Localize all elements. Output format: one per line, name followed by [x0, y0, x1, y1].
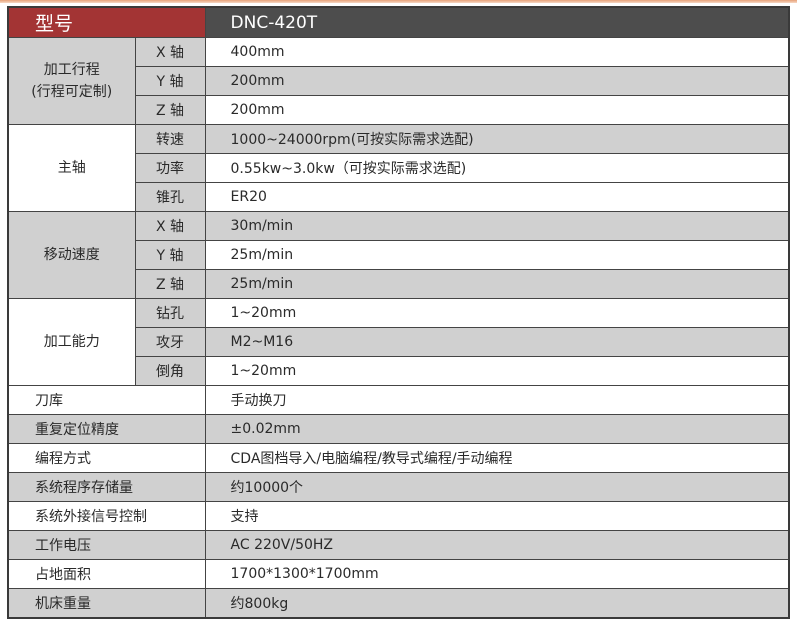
- spec-label: 占地面积: [7, 559, 206, 589]
- spec-value: 约800kg: [204, 588, 790, 619]
- sub-label: X 轴: [134, 37, 206, 67]
- table-row: 占地面积 1700*1300*1700mm: [7, 559, 790, 589]
- spec-label: 系统外接信号控制: [7, 501, 206, 531]
- top-accent-stripe: [0, 0, 797, 3]
- group-label-text: 加工能力: [43, 334, 100, 350]
- sub-label: Z 轴: [134, 95, 206, 125]
- spec-label: 机床重量: [7, 588, 206, 619]
- spec-label: 系统程序存储量: [7, 472, 206, 502]
- table-row: 功率 0.55kw~3.0kw（可按实际需求选配): [8, 153, 790, 183]
- group-label-text: 移动速度: [43, 247, 100, 263]
- table-row: 刀库 手动换刀: [7, 385, 790, 415]
- table-row: 工作电压 AC 220V/50HZ: [7, 530, 790, 560]
- spec-label: 工作电压: [7, 530, 206, 560]
- header-label: 型号: [7, 6, 206, 38]
- sub-label: 转速: [134, 124, 206, 154]
- spec-value: 400mm: [204, 37, 790, 67]
- group-label: 加工能力: [7, 298, 136, 386]
- spec-value: 25m/min: [204, 240, 790, 270]
- sub-label: 倒角: [134, 356, 206, 386]
- spec-value: AC 220V/50HZ: [204, 530, 790, 560]
- spec-value: 200mm: [204, 66, 790, 96]
- table-row: 倒角 1~20mm: [8, 356, 790, 386]
- table-row: 移动速度 X 轴 30m/min: [7, 211, 790, 299]
- spec-label: 重复定位精度: [7, 414, 206, 444]
- spec-value: 支持: [204, 501, 790, 531]
- spec-value: 手动换刀: [204, 385, 790, 415]
- table-row: 锥孔 ER20: [8, 182, 790, 212]
- group-label-text: 主轴: [57, 160, 86, 176]
- table-row: 主轴 转速 1000~24000rpm(可按实际需求选配): [7, 124, 790, 212]
- sub-label: Z 轴: [134, 269, 206, 299]
- table-row: 加工行程 (行程可定制) X 轴 400mm: [7, 37, 790, 125]
- spec-value: M2~M16: [204, 327, 790, 357]
- spec-value: 1~20mm: [204, 298, 790, 328]
- spec-value: 30m/min: [204, 211, 790, 241]
- sub-label: 锥孔: [134, 182, 206, 212]
- sub-label: Y 轴: [134, 240, 206, 270]
- spec-value: 约10000个: [204, 472, 790, 502]
- table-row: 编程方式 CDA图档导入/电脑编程/教导式编程/手动编程: [7, 443, 790, 473]
- spec-value: ±0.02mm: [204, 414, 790, 444]
- group-label: 主轴: [7, 124, 136, 212]
- sub-label: 攻牙: [134, 327, 206, 357]
- spec-value: 1~20mm: [204, 356, 790, 386]
- sub-label: 钻孔: [134, 298, 206, 328]
- header-model: DNC-420T: [204, 6, 790, 38]
- spec-value: 0.55kw~3.0kw（可按实际需求选配): [204, 153, 790, 183]
- group-label: 移动速度: [7, 211, 136, 299]
- group-label-note: (行程可定制): [31, 84, 113, 100]
- spec-value: ER20: [204, 182, 790, 212]
- table-row: 系统外接信号控制 支持: [7, 501, 790, 531]
- spec-value: 1000~24000rpm(可按实际需求选配): [204, 124, 790, 154]
- table-row: 重复定位精度 ±0.02mm: [7, 414, 790, 444]
- sub-label: X 轴: [134, 211, 206, 241]
- table-row: 攻牙 M2~M16: [8, 327, 790, 357]
- table-row: Z 轴 200mm: [8, 95, 790, 125]
- spec-label: 编程方式: [7, 443, 206, 473]
- spec-table: 型号 DNC-420T 加工行程 (行程可定制) X 轴 400mm Y 轴 200mm Z…: [7, 6, 790, 619]
- table-row: 机床重量 约800kg: [7, 588, 790, 619]
- group-label: 加工行程 (行程可定制): [7, 37, 136, 125]
- spec-value: 1700*1300*1700mm: [204, 559, 790, 589]
- table-row: 加工能力 钻孔 1~20mm: [7, 298, 790, 386]
- sub-label: 功率: [134, 153, 206, 183]
- header-row: 型号 DNC-420T: [7, 6, 790, 38]
- spec-value: CDA图档导入/电脑编程/教导式编程/手动编程: [204, 443, 790, 473]
- table-row: Y 轴 25m/min: [8, 240, 790, 270]
- spec-value: 25m/min: [204, 269, 790, 299]
- group-label-text: 加工行程: [43, 62, 100, 78]
- sub-label: Y 轴: [134, 66, 206, 96]
- table-row: 系统程序存储量 约10000个: [7, 472, 790, 502]
- spec-value: 200mm: [204, 95, 790, 125]
- spec-label: 刀库: [7, 385, 206, 415]
